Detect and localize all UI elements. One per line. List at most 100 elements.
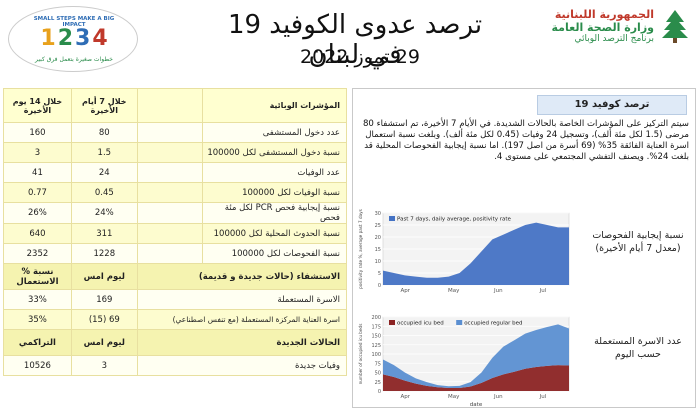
- x-tick-label: Jul: [539, 394, 547, 400]
- x-tick-label: May: [448, 394, 460, 400]
- col-header-rate: % نسبة الاستعمال: [3, 263, 72, 290]
- col-header-yesterday: ليوم امس: [70, 329, 138, 356]
- section-label-new-cases: الحالات الجديدة: [136, 329, 348, 356]
- cell-last14: 26%: [3, 202, 72, 224]
- y-tick-label: 200: [371, 315, 381, 321]
- y-tick-label: 0: [378, 389, 381, 395]
- report-date: 29 تموز 2022: [300, 46, 420, 68]
- table-row: 3 1.5 نسبة دخول المستشفى لكل 100000: [3, 142, 347, 163]
- col-header-spacer: [136, 88, 204, 123]
- row-label: اسرة العناية المركزة المستعملة (مع تنفس …: [136, 309, 348, 330]
- series-area: [383, 222, 569, 285]
- cell-last7: 80: [70, 122, 138, 143]
- cedar-icon: [662, 10, 688, 43]
- page-title: ترصد عدوى الكوفيد 19 في لبنان: [227, 10, 483, 70]
- cell-cumulative: 10526: [3, 355, 72, 376]
- cell-last14: 2352: [3, 243, 72, 264]
- cell-last7: 0.45: [70, 182, 138, 203]
- table-row: 160 80 عدد دخول المستشفى: [3, 122, 347, 143]
- y-tick-label: 150: [371, 334, 381, 340]
- y-tick-label: 175: [371, 324, 381, 330]
- cell-last14: 160: [3, 122, 72, 143]
- cell-yesterday: 3: [70, 355, 138, 376]
- legend-label: occupied icu bed: [397, 321, 444, 327]
- y-tick-label: 10: [375, 259, 381, 265]
- panel-heading: ترصد كوفيد 19: [537, 95, 687, 115]
- col-header-yesterday: ليوم امس: [70, 263, 138, 290]
- cell-last14: 640: [3, 223, 72, 244]
- cell-spacer: [136, 202, 204, 224]
- y-tick-label: 0: [378, 283, 381, 289]
- caption-line: (معدل 7 أيام الأخيرة): [595, 243, 681, 254]
- logo-digit: 1: [40, 26, 56, 51]
- y-tick-label: 30: [375, 211, 381, 217]
- series-area: [383, 324, 569, 389]
- cell-last14: 0.77: [3, 182, 72, 203]
- table-row: 0.77 0.45 نسبة الوفيات لكل 100000: [3, 182, 347, 203]
- cell-yesterday: 169: [70, 289, 138, 310]
- table-header-row: خلال 14 يوم الأخيرة خلال 7 أيام الأخيرة …: [3, 88, 347, 123]
- row-label: نسبة الوفيات لكل 100000: [202, 182, 347, 203]
- table-row: 640 311 نسبة الحدوث المحلية لكل 100000: [3, 223, 347, 244]
- y-tick-label: 100: [371, 352, 381, 358]
- cell-rate: 33%: [3, 289, 72, 310]
- ministry-line2: وزارة الصحة العامة: [551, 21, 655, 34]
- cell-spacer: [136, 223, 204, 244]
- cell-rate: 35%: [3, 309, 72, 330]
- y-tick-label: 125: [371, 343, 381, 349]
- y-tick-label: 75: [375, 361, 381, 367]
- y-tick-label: 20: [375, 235, 381, 241]
- logo-digit: 2: [57, 26, 73, 51]
- table-row: 10526 3 وفيات جديدة: [3, 355, 348, 376]
- x-tick-label: Jun: [493, 288, 503, 294]
- ministry-line3: برنامج الترصد الوبائي: [574, 34, 654, 44]
- table-row: 33% 169 الاسرة المستعملة: [3, 289, 348, 310]
- cell-last7: 1228: [70, 243, 138, 264]
- row-label: نسبة دخول المستشفى لكل 100000: [202, 142, 347, 163]
- col-header-last14: خلال 14 يوم الأخيرة: [3, 88, 72, 123]
- x-tick-label: Apr: [401, 394, 411, 400]
- cell-last7: 311: [70, 223, 138, 244]
- campaign-logo-slogan: SMALL STEPS MAKE A BIG IMPACT: [33, 16, 115, 28]
- x-tick-label: Apr: [401, 288, 411, 294]
- caption-line: حسب اليوم: [615, 349, 661, 360]
- table-row: 26% 24% نسبة إيجابية فحص PCR لكل مئة فحص: [3, 202, 347, 224]
- ministry-logo: الجمهورية اللبنانية وزارة الصحة العامة ب…: [524, 6, 694, 46]
- indicators-table: خلال 14 يوم الأخيرة خلال 7 أيام الأخيرة …: [3, 88, 348, 376]
- cell-yesterday: (15) 69: [70, 309, 138, 330]
- section-label-hospitalization: الاستشفاء (حالات جديدة و قديمة): [136, 263, 348, 290]
- surveillance-panel: ترصد كوفيد 19 سيتم التركيز على المؤشرات …: [352, 88, 696, 408]
- table-row: 41 24 عدد الوفيات: [3, 162, 347, 183]
- campaign-logo: SMALL STEPS MAKE A BIG IMPACT 1 2 3 4 خط…: [8, 6, 138, 72]
- cell-spacer: [136, 182, 204, 203]
- row-label: وفيات جديدة: [136, 355, 348, 376]
- y-tick-label: 25: [375, 380, 381, 386]
- logo-digit: 4: [92, 26, 108, 51]
- col-header-last7: خلال 7 أيام الأخيرة: [70, 88, 138, 123]
- campaign-logo-digits: 1 2 3 4: [24, 26, 124, 51]
- legend-swatch: [456, 320, 463, 325]
- beds-chart: 0 25 50 75 100 125 150 175 200 Apr May Jun Jul number…: [355, 305, 577, 408]
- cell-last7: 1.5: [70, 142, 138, 163]
- caption-line: عدد الاسرة المستعملة: [594, 336, 682, 347]
- x-tick-label: May: [448, 288, 460, 294]
- y-axis-label: number of occupied icu beds: [358, 324, 363, 385]
- cell-spacer: [136, 162, 204, 183]
- x-axis-label: date: [470, 402, 483, 407]
- cell-last14: 3: [3, 142, 72, 163]
- legend-label: Past 7 days, daily average, positivity r…: [397, 217, 512, 223]
- y-axis-label: positivity rate %, average past 7 days: [358, 209, 363, 289]
- legend-label: occupied regular bed: [464, 321, 522, 327]
- caption-line: نسبة إيجابية الفحوصات: [592, 230, 684, 241]
- ministry-line1: الجمهورية اللبنانية: [554, 8, 654, 21]
- x-tick-label: Jun: [493, 394, 503, 400]
- cell-spacer: [136, 142, 204, 163]
- row-label: نسبة الفحوصات لكل 100000: [202, 243, 347, 264]
- row-label: نسبة الحدوث المحلية لكل 100000: [202, 223, 347, 244]
- cell-spacer: [136, 243, 204, 264]
- y-tick-label: 5: [378, 271, 381, 277]
- row-label: نسبة إيجابية فحص PCR لكل مئة فحص: [202, 202, 347, 224]
- col-header-label: المؤشرات الوبائية: [202, 88, 347, 123]
- series-area: [383, 365, 569, 391]
- cell-spacer: [136, 122, 204, 143]
